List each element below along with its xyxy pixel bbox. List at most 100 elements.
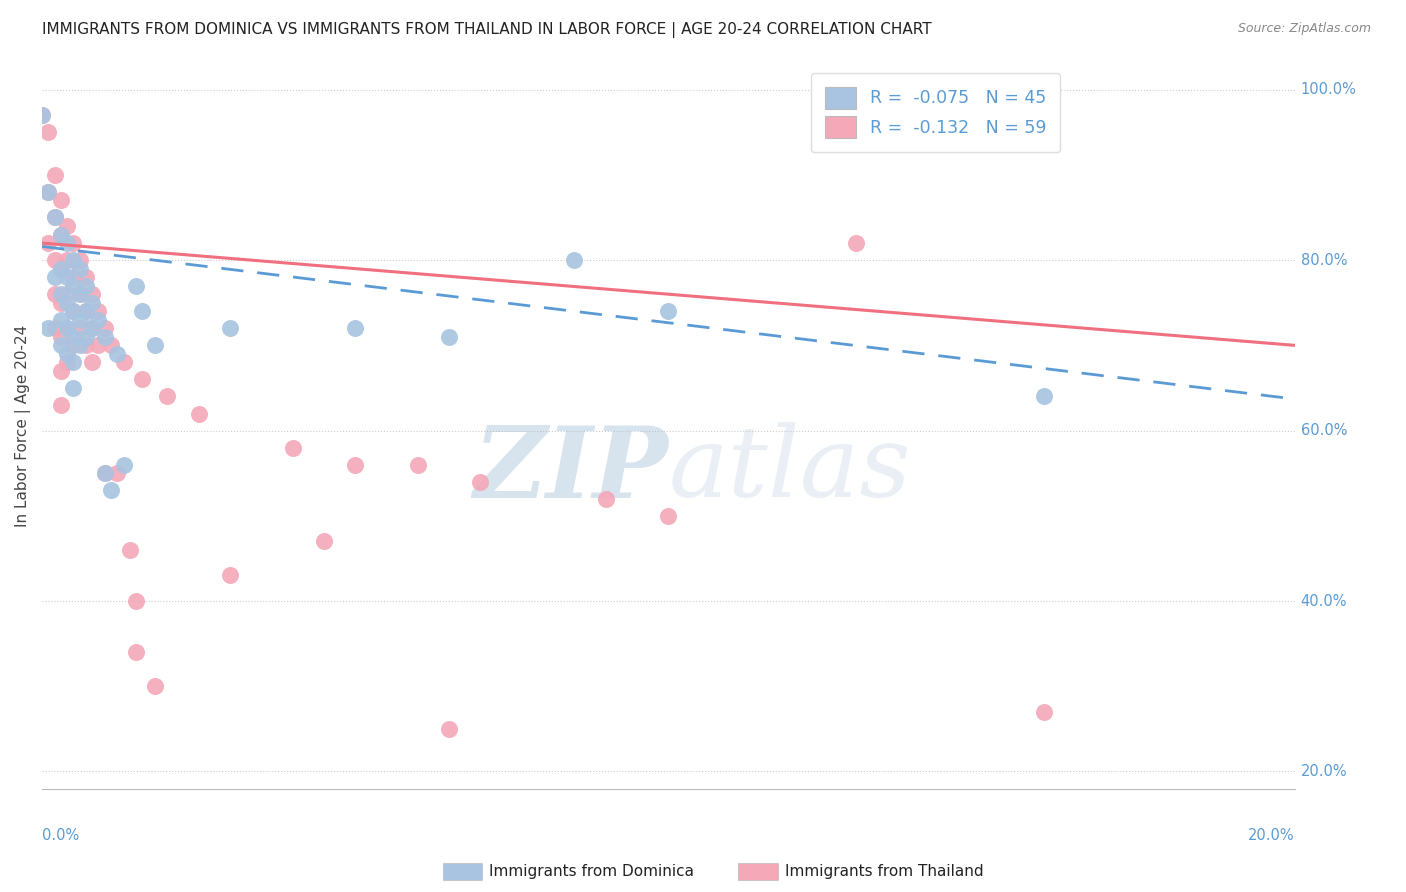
Point (131, 372, 153, 386)
Point (49, 194, 72, 208)
Point (56, 347, 79, 361)
Point (437, 330, 460, 344)
Point (62, 304, 84, 318)
Point (125, 645, 148, 659)
Point (125, 594, 148, 608)
Point (281, 441, 304, 455)
Point (56, 295, 79, 310)
Point (143, 338, 166, 352)
Point (75, 278, 97, 293)
Point (56, 321, 79, 335)
Point (62, 330, 84, 344)
Point (845, 235, 868, 250)
Point (69, 338, 91, 352)
Point (595, 491, 617, 506)
Point (87, 338, 110, 352)
Point (62, 338, 84, 352)
Point (100, 338, 122, 352)
Point (75, 270, 97, 285)
Point (69, 312, 91, 326)
Point (93, 330, 115, 344)
Text: Immigrants from Dominica: Immigrants from Dominica (489, 864, 695, 879)
Point (49, 227, 72, 242)
Point (49, 261, 72, 276)
Point (37, 185, 59, 199)
Point (112, 355, 135, 369)
Point (1033, 389, 1056, 403)
Point (75, 304, 97, 318)
Point (69, 253, 91, 268)
Point (49, 398, 72, 412)
Point (56, 219, 79, 233)
Point (657, 508, 679, 523)
Point (1033, 705, 1056, 719)
Point (49, 330, 72, 344)
Text: Source: ZipAtlas.com: Source: ZipAtlas.com (1237, 22, 1371, 36)
Point (564, 253, 586, 268)
Point (62, 381, 84, 395)
Point (49, 261, 72, 276)
Point (156, 389, 179, 403)
Point (69, 287, 91, 301)
Point (44, 253, 66, 268)
Point (344, 321, 367, 335)
Point (56, 253, 79, 268)
Point (75, 338, 97, 352)
Text: 60.0%: 60.0% (1301, 423, 1347, 438)
Point (105, 347, 128, 361)
Point (143, 679, 166, 693)
Point (75, 330, 97, 344)
Point (49, 338, 72, 352)
Text: 40.0%: 40.0% (1301, 593, 1347, 608)
Text: ZIP: ZIP (474, 422, 668, 518)
Text: 0.0%: 0.0% (42, 829, 79, 844)
Point (49, 227, 72, 242)
Legend: R =  -0.075   N = 45, R =  -0.132   N = 59: R = -0.075 N = 45, R = -0.132 N = 59 (811, 73, 1060, 152)
Point (187, 407, 209, 421)
Point (131, 304, 153, 318)
Point (75, 304, 97, 318)
Text: IMMIGRANTS FROM DOMINICA VS IMMIGRANTS FROM THAILAND IN LABOR FORCE | AGE 20-24 : IMMIGRANTS FROM DOMINICA VS IMMIGRANTS F… (42, 22, 932, 38)
Point (31, 108, 53, 122)
Point (87, 304, 110, 318)
Point (44, 321, 66, 335)
Text: 80.0%: 80.0% (1301, 252, 1347, 268)
Point (93, 466, 115, 480)
Point (112, 458, 135, 472)
Point (82, 287, 104, 301)
Point (44, 270, 66, 285)
Point (93, 321, 115, 335)
Point (37, 125, 59, 139)
Point (37, 185, 59, 199)
Text: 20.0%: 20.0% (1301, 764, 1347, 779)
Point (105, 466, 128, 480)
Point (406, 458, 429, 472)
Point (62, 278, 84, 293)
Point (31, 108, 53, 122)
Point (82, 295, 104, 310)
Point (69, 287, 91, 301)
Point (470, 475, 492, 489)
Point (37, 321, 59, 335)
Point (44, 211, 66, 225)
Point (62, 304, 84, 318)
Point (100, 483, 122, 498)
Point (69, 261, 91, 276)
Point (118, 542, 141, 557)
Point (93, 466, 115, 480)
Point (56, 235, 79, 250)
Point (82, 321, 104, 335)
Point (56, 321, 79, 335)
Point (62, 235, 84, 250)
Point (219, 321, 242, 335)
Point (44, 211, 66, 225)
Point (62, 355, 84, 369)
Y-axis label: In Labor Force | Age 20-24: In Labor Force | Age 20-24 (15, 326, 31, 527)
Point (56, 355, 79, 369)
Point (344, 458, 367, 472)
Point (437, 722, 460, 736)
Point (56, 287, 79, 301)
Text: 20.0%: 20.0% (1249, 829, 1295, 844)
Point (82, 355, 104, 369)
Point (44, 168, 66, 182)
